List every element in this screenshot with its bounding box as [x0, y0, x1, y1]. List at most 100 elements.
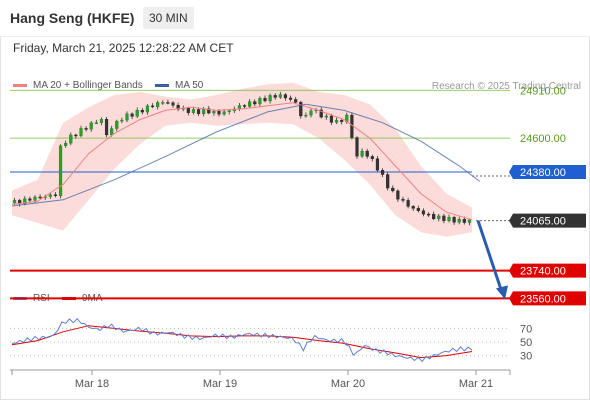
bearish-candle: [273, 95, 277, 98]
bearish-candle: [186, 107, 190, 113]
ma20-line: [11, 102, 473, 221]
credit-text: Research © 2025 Trading Central: [431, 81, 581, 92]
bearish-candle: [375, 158, 380, 171]
bullish-candle: [99, 119, 104, 123]
x-tick-label: Mar 21: [459, 378, 493, 390]
bearish-candle: [452, 217, 456, 223]
bullish-candle: [115, 120, 119, 129]
bullish-candle: [278, 94, 282, 98]
chart-header: Hang Seng (HKFE) 30 MIN: [0, 0, 590, 37]
bullish-candle: [237, 105, 242, 110]
bearish-candle: [411, 206, 415, 209]
bearish-candle: [340, 120, 344, 122]
bullish-candle: [64, 142, 68, 146]
rsi-tick-label: 70: [520, 323, 532, 335]
projection-layer: [476, 220, 508, 300]
timestamp: Friday, March 21, 2025 12:28:22 AM CET: [13, 41, 234, 55]
bearish-candle: [288, 97, 293, 100]
level-label: 24380.00: [509, 165, 586, 180]
ma50-swatch: [155, 84, 169, 87]
bearish-candle: [401, 198, 405, 201]
rsi-tick-label: 30: [520, 351, 532, 363]
bullish-candle: [23, 198, 27, 204]
bullish-candle: [258, 98, 262, 105]
bullish-candle: [125, 113, 129, 121]
bearish-candle: [370, 156, 374, 159]
bearish-candle: [38, 196, 42, 199]
bullish-candle: [94, 122, 98, 124]
legend-ma50: MA 50: [155, 80, 203, 91]
bullish-candle: [248, 101, 252, 107]
projection-arrow-head: [496, 285, 508, 300]
bearish-candle: [380, 170, 385, 175]
bearish-candle: [28, 198, 32, 201]
level-label: 24600.00: [520, 133, 566, 145]
ma20-swatch: [13, 84, 27, 87]
level-label-text: 24910.00: [520, 85, 566, 97]
level-label-text: 23560.00: [520, 293, 566, 305]
bearish-candle: [329, 115, 334, 123]
bearish-candle: [166, 102, 170, 104]
legend-ma20-label: MA 20 + Bollinger Bands: [33, 80, 143, 91]
timeframe-badge[interactable]: 30 MIN: [143, 7, 194, 29]
bullish-candle: [309, 110, 313, 116]
projection-arrow-shaft: [476, 220, 504, 293]
level-label-text: 24380.00: [520, 167, 566, 179]
bollinger-band-fill: [12, 82, 472, 237]
bearish-candle: [294, 99, 298, 103]
bearish-candle: [150, 105, 155, 108]
bullish-candle: [304, 114, 308, 117]
bearish-candle: [217, 110, 221, 115]
bullish-candle: [89, 122, 93, 130]
level-label-box: [509, 263, 586, 278]
bullish-candle: [156, 102, 160, 108]
bearish-candle: [432, 214, 436, 220]
x-tick-label: Mar 20: [331, 378, 365, 390]
bearish-candle: [242, 105, 247, 107]
bearish-candle: [406, 200, 410, 207]
bullish-candle: [135, 109, 139, 117]
bearish-candle: [171, 102, 175, 106]
bullish-candle: [447, 217, 451, 221]
bearish-candle: [416, 208, 420, 211]
bearish-candle: [84, 128, 88, 130]
bearish-candle: [74, 134, 78, 137]
bullish-candle: [467, 219, 472, 223]
bearish-candle: [253, 101, 257, 105]
bullish-candle: [227, 110, 231, 113]
level-labels-layer: 24910.00 24600.00 24380.00 24065.00 23740.00…: [509, 85, 586, 306]
level-label-text: 24065.00: [520, 216, 566, 228]
level-label-text: 23740.00: [520, 266, 566, 278]
bullish-candle: [268, 95, 272, 102]
level-label: 23740.00: [509, 263, 586, 278]
bearish-candle: [319, 109, 323, 118]
bearish-candle: [283, 94, 288, 99]
x-tick-label: Mar 18: [75, 378, 109, 390]
bearish-candle: [355, 137, 359, 157]
ma50-line: [11, 103, 481, 207]
bullish-candle: [161, 102, 165, 104]
bullish-candle: [191, 109, 196, 113]
bullish-candle: [33, 196, 37, 201]
bullish-candle: [222, 111, 226, 115]
bullish-candle: [437, 215, 441, 220]
levels-layer: [10, 89, 510, 300]
level-label: 23560.00: [509, 291, 586, 306]
bearish-candle: [196, 109, 201, 114]
bearish-candle: [263, 98, 267, 102]
bullish-candle: [334, 120, 339, 123]
rsi-panel: 70 50 30: [10, 317, 532, 363]
bullish-candle: [12, 200, 17, 204]
bearish-candle: [104, 119, 109, 136]
x-axis: Mar 18 Mar 19 Mar 20 Mar 21: [10, 369, 511, 390]
bearish-candle: [396, 190, 400, 200]
bullish-candle: [212, 110, 216, 114]
legend-ma20: MA 20 + Bollinger Bands: [13, 80, 143, 91]
level-label-box: [509, 213, 586, 228]
bearish-candle: [462, 219, 466, 223]
bearish-candle: [421, 210, 426, 215]
bearish-candle: [53, 194, 58, 196]
level-label-box: [509, 165, 586, 180]
bullish-candle: [145, 105, 150, 113]
